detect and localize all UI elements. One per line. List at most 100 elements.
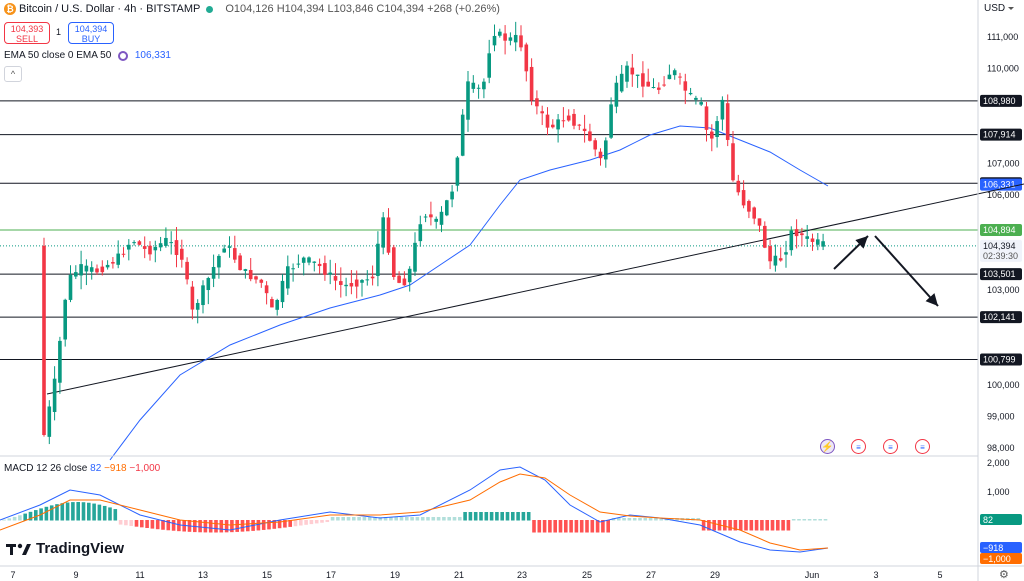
macd-histogram-bar [87, 502, 91, 521]
candle-body [280, 280, 285, 303]
macd-histogram-bar [357, 517, 361, 521]
projection-arrow-down [874, 235, 939, 307]
candle-body [344, 284, 348, 287]
candle-body [153, 246, 158, 251]
time-tick-label: 3 [873, 570, 878, 580]
macd-histogram-bar [341, 517, 345, 521]
candle-body [710, 131, 714, 139]
candle-body [333, 276, 338, 281]
macd-histogram-bar [797, 519, 801, 521]
candle-body [551, 124, 555, 128]
macd-histogram-bar [150, 520, 155, 529]
candle-body [328, 272, 332, 275]
candle-body [683, 81, 688, 91]
macd-histogram-bar [145, 520, 149, 528]
market-status-icon [206, 5, 214, 13]
us-flag-event-icon[interactable]: ≡ [851, 439, 866, 454]
candle-body [169, 242, 173, 244]
macd-histogram-bar [71, 502, 75, 521]
macd-histogram-bar [373, 517, 377, 521]
candle-body [561, 120, 566, 122]
candle-body [651, 87, 656, 89]
candle-body [52, 378, 57, 412]
candle-body [217, 255, 221, 268]
macd-histogram-bar [776, 520, 780, 531]
candle-body [211, 266, 216, 279]
candle-body [185, 261, 189, 280]
macd-histogram-bar [458, 517, 462, 521]
macd-histogram-bar [442, 517, 446, 521]
macd-histogram-bar [648, 518, 653, 521]
candle-body [572, 113, 576, 126]
level-label-bg [980, 311, 1022, 324]
macd-histogram-bar [505, 512, 510, 521]
symbol-header: Bitcoin / U.S. Dollar · 4h · BITSTAMP O1… [0, 0, 500, 18]
macd-histogram-bar [399, 517, 404, 521]
macd-histogram-bar [813, 519, 817, 521]
candle-body [641, 73, 645, 87]
ema-label: EMA 50 close 0 EMA 50 [4, 50, 112, 61]
collapse-legend-button[interactable]: ^ [4, 66, 22, 82]
time-tick-label: 27 [646, 570, 656, 580]
level-label-bg [980, 94, 1022, 107]
lightning-event-icon[interactable]: ⚡ [820, 439, 835, 454]
tradingview-logo[interactable]: TradingView [6, 540, 124, 557]
time-tick-label: 7 [10, 570, 15, 580]
candle-body [180, 248, 184, 260]
macd-histogram-bar [606, 520, 610, 533]
macd-histogram-bar [389, 517, 393, 521]
time-tick-label: 21 [454, 570, 464, 580]
macd-histogram-bar [733, 520, 738, 531]
bar-countdown: 02:39:30 [983, 251, 1018, 261]
symbol-title[interactable]: Bitcoin / U.S. Dollar · 4h · BITSTAMP [19, 3, 201, 15]
macd-histogram-bar [18, 515, 22, 521]
macd-histogram-bar [542, 520, 547, 533]
macd-histogram-bar [224, 520, 229, 533]
macd-histogram-bar [701, 520, 706, 531]
macd-histogram-bar [426, 517, 430, 521]
candle-body [243, 269, 248, 271]
level-label: 102,141 [983, 312, 1016, 322]
candle-body [450, 191, 454, 200]
macd-histogram-bar [579, 520, 584, 533]
candle-body [95, 268, 99, 273]
macd-histogram-bar [235, 520, 239, 532]
candle-body [688, 92, 693, 95]
buy-button[interactable]: 104,394 BUY [68, 22, 114, 44]
macd-histogram-bar [267, 520, 271, 530]
time-tick-label: Jun [805, 570, 820, 580]
candle-body [233, 248, 237, 260]
macd-histogram-bar [754, 520, 759, 531]
macd-histogram-bar [638, 518, 642, 521]
macd-histogram-bar [654, 518, 658, 521]
macd-histogram-bar [760, 520, 764, 531]
macd-histogram-bar [378, 517, 383, 521]
macd-histogram-bar [320, 520, 324, 523]
candle-body [773, 255, 778, 266]
sell-button[interactable]: 104,393 SELL [4, 22, 50, 44]
macd-histogram-bar [473, 512, 478, 521]
macd-legend[interactable]: MACD 12 26 close 82 −918 −1,000 [4, 463, 160, 474]
candle-body [519, 35, 523, 48]
macd-histogram-bar [617, 518, 621, 521]
macd-label-bg [980, 553, 1022, 564]
macd-histogram-bar [240, 520, 245, 532]
us-flag-event-icon[interactable]: ≡ [915, 439, 930, 454]
macd-histogram-bar [791, 519, 796, 521]
ema-indicator-legend[interactable]: EMA 50 close 0 EMA 50 106,331 [4, 50, 171, 61]
candle-body [657, 87, 661, 90]
macd-histogram-bar [330, 517, 335, 521]
candle-body [47, 406, 52, 437]
currency-selector[interactable]: USD [984, 3, 1014, 14]
macd-histogram-bar [770, 520, 775, 531]
candle-body [460, 114, 465, 156]
candle-body [529, 66, 534, 101]
price-tick-label: 110,000 [987, 64, 1019, 74]
us-flag-event-icon[interactable]: ≡ [883, 439, 898, 454]
loading-icon [118, 51, 129, 61]
candle-body [270, 299, 274, 308]
candle-body [725, 103, 730, 140]
settings-gear-icon[interactable]: ⚙ [999, 569, 1009, 581]
macd-histogram-bar [479, 512, 483, 521]
